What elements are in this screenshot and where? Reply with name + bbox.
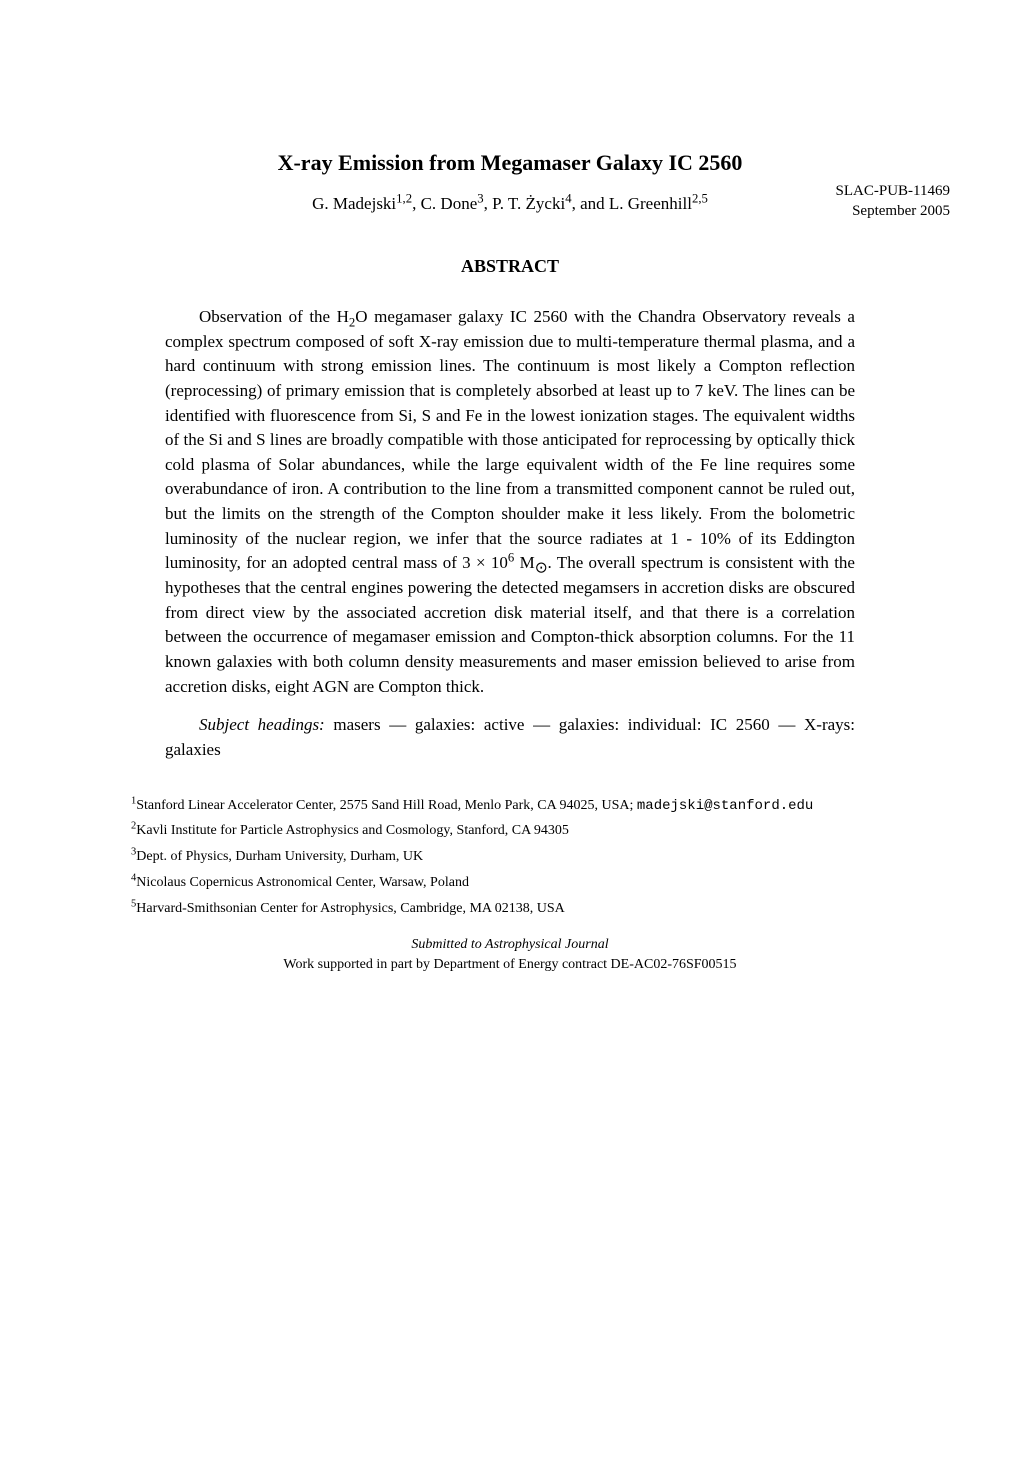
abstract-text-2: O megamaser galaxy IC 2560 with the Chan… (165, 307, 855, 572)
affil-4-text: Nicolaus Copernicus Astronomical Center,… (136, 875, 469, 890)
abstract-heading: ABSTRACT (0, 256, 1020, 277)
author-3-affil: 4 (565, 191, 571, 205)
footer-submitted: Submitted to Astrophysical Journal (0, 937, 1020, 953)
abstract-body: Observation of the H2O megamaser galaxy … (165, 305, 855, 763)
abstract-paragraph: Observation of the H2O megamaser galaxy … (165, 305, 855, 699)
document-header: SLAC-PUB-11469 September 2005 (836, 182, 950, 221)
author-3: P. T. Życki (492, 194, 565, 213)
affil-2-text: Kavli Institute for Particle Astrophysic… (136, 823, 569, 838)
sun-symbol: ⊙ (535, 560, 548, 577)
abstract-text-3: M (514, 553, 534, 572)
affiliation-4: 4Nicolaus Copernicus Astronomical Center… (110, 874, 910, 893)
author-4: L. Greenhill (609, 194, 692, 213)
author-1-affil: 1,2 (396, 191, 412, 205)
affil-5-text: Harvard-Smithsonian Center for Astrophys… (136, 901, 565, 916)
author-2: C. Done (421, 194, 478, 213)
subject-label: Subject headings: (199, 715, 325, 734)
abstract-text-4: . The overall spectrum is consistent wit… (165, 553, 855, 695)
author-4-affil: 2,5 (692, 191, 708, 205)
affiliation-2: 2Kavli Institute for Particle Astrophysi… (110, 822, 910, 841)
pub-id: SLAC-PUB-11469 (836, 182, 950, 202)
affiliation-5: 5Harvard-Smithsonian Center for Astrophy… (110, 900, 910, 919)
affil-1-email: madejski@stanford.edu (637, 798, 813, 814)
abstract-text-1: Observation of the H (199, 307, 349, 326)
author-2-affil: 3 (477, 191, 483, 205)
affiliation-3: 3Dept. of Physics, Durham University, Du… (110, 848, 910, 867)
pub-date: September 2005 (836, 202, 950, 222)
affiliation-1: 1Stanford Linear Accelerator Center, 257… (110, 797, 910, 816)
subject-headings: Subject headings: masers — galaxies: act… (165, 713, 855, 762)
author-1: G. Madejski (312, 194, 396, 213)
affil-3-text: Dept. of Physics, Durham University, Dur… (136, 849, 423, 864)
affiliations-block: 1Stanford Linear Accelerator Center, 257… (110, 797, 910, 919)
footer-block: Submitted to Astrophysical Journal Work … (0, 937, 1020, 973)
paper-title: X-ray Emission from Megamaser Galaxy IC … (0, 150, 1020, 176)
footer-support: Work supported in part by Department of … (0, 957, 1020, 973)
affil-1-text: Stanford Linear Accelerator Center, 2575… (136, 798, 637, 813)
